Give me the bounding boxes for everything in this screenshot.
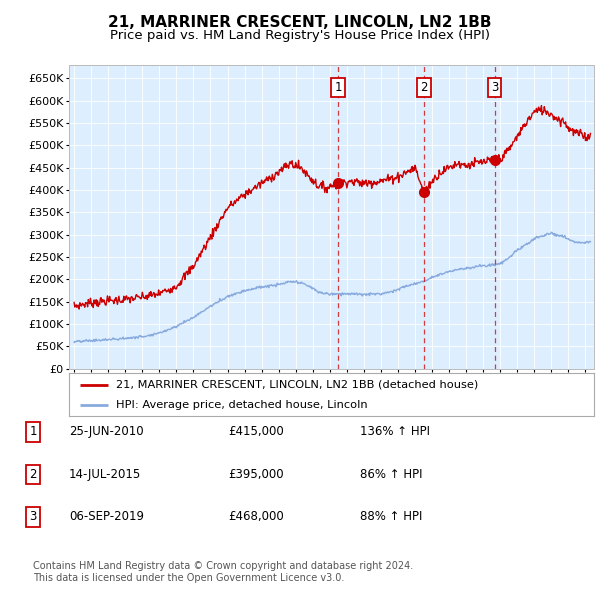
- Text: Price paid vs. HM Land Registry's House Price Index (HPI): Price paid vs. HM Land Registry's House …: [110, 30, 490, 42]
- Text: 14-JUL-2015: 14-JUL-2015: [69, 468, 141, 481]
- Text: 21, MARRINER CRESCENT, LINCOLN, LN2 1BB (detached house): 21, MARRINER CRESCENT, LINCOLN, LN2 1BB …: [116, 379, 479, 389]
- Text: 86% ↑ HPI: 86% ↑ HPI: [360, 468, 422, 481]
- Text: Contains HM Land Registry data © Crown copyright and database right 2024.
This d: Contains HM Land Registry data © Crown c…: [33, 561, 413, 583]
- Text: 1: 1: [29, 425, 37, 438]
- Text: £468,000: £468,000: [228, 510, 284, 523]
- Text: 06-SEP-2019: 06-SEP-2019: [69, 510, 144, 523]
- Text: 1: 1: [334, 81, 342, 94]
- Text: 136% ↑ HPI: 136% ↑ HPI: [360, 425, 430, 438]
- Text: 25-JUN-2010: 25-JUN-2010: [69, 425, 143, 438]
- Text: 2: 2: [29, 468, 37, 481]
- Text: 88% ↑ HPI: 88% ↑ HPI: [360, 510, 422, 523]
- Text: £415,000: £415,000: [228, 425, 284, 438]
- Text: 2: 2: [421, 81, 428, 94]
- Text: £395,000: £395,000: [228, 468, 284, 481]
- Text: 21, MARRINER CRESCENT, LINCOLN, LN2 1BB: 21, MARRINER CRESCENT, LINCOLN, LN2 1BB: [108, 15, 492, 30]
- Text: 3: 3: [29, 510, 37, 523]
- Text: 3: 3: [491, 81, 499, 94]
- Text: HPI: Average price, detached house, Lincoln: HPI: Average price, detached house, Linc…: [116, 400, 368, 410]
